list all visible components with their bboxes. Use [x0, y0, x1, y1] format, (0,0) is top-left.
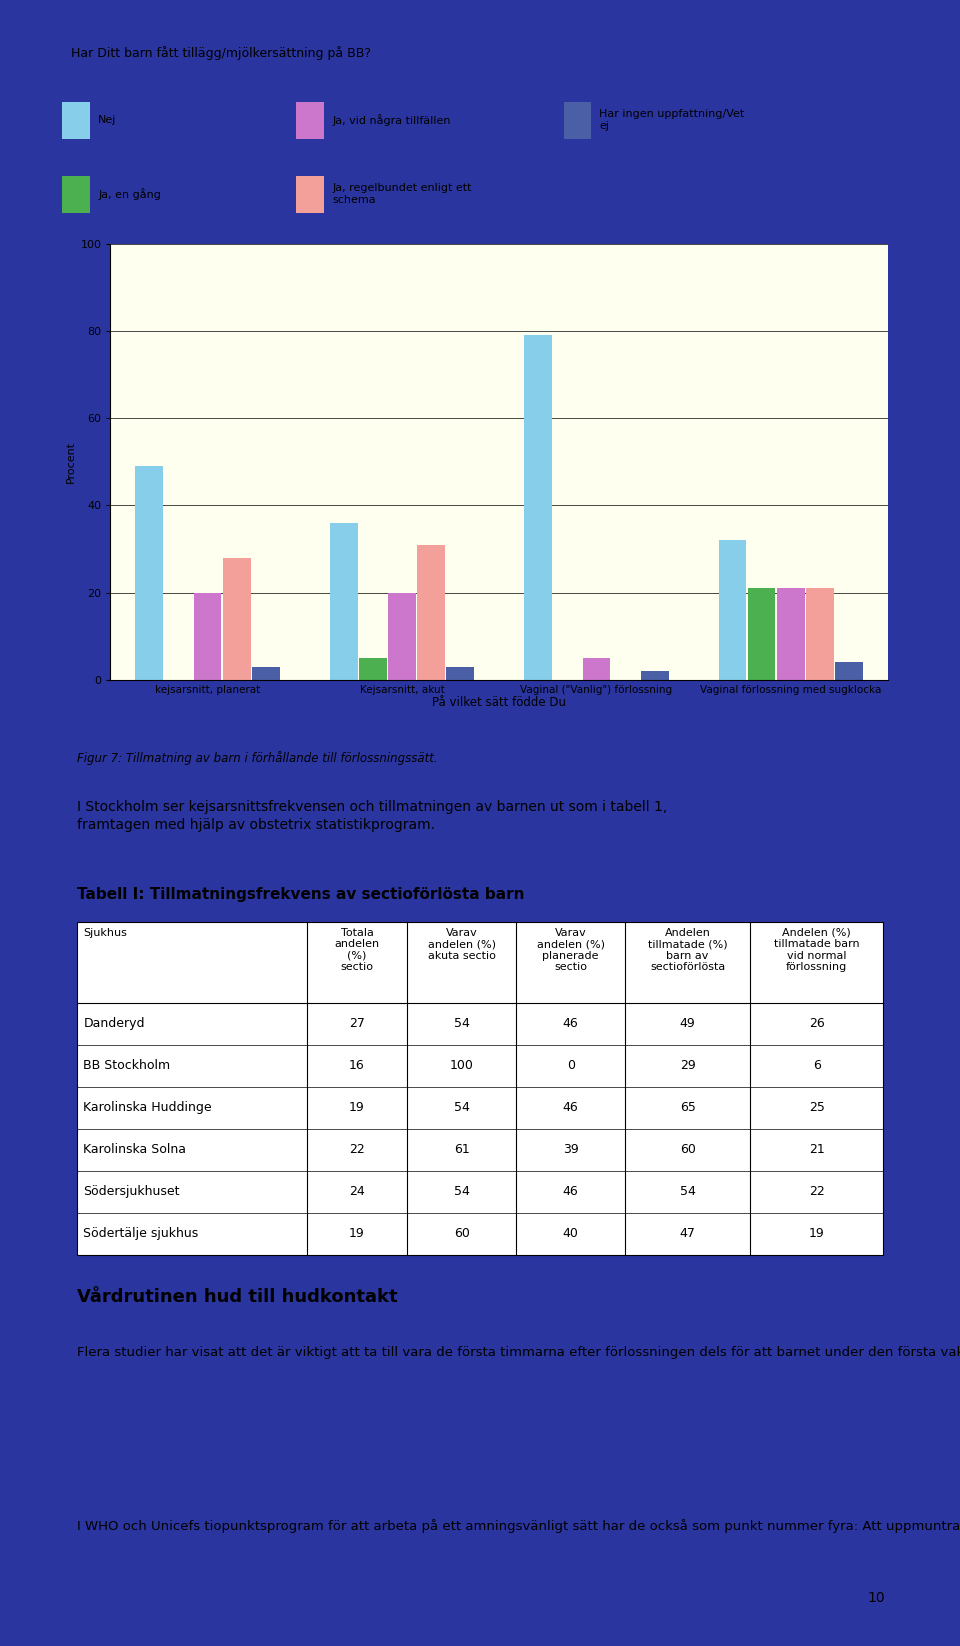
- Bar: [641, 672, 668, 680]
- Text: I Stockholm ser kejsarsnittsfrekvensen och tillmatningen av barnen ut som i tabe: I Stockholm ser kejsarsnittsfrekvensen o…: [77, 800, 667, 833]
- Bar: [719, 540, 746, 680]
- Text: 61: 61: [454, 1142, 469, 1155]
- Text: BB Stockholm: BB Stockholm: [84, 1060, 170, 1072]
- Text: Varav
andelen (%)
planerade
sectio: Varav andelen (%) planerade sectio: [537, 928, 605, 973]
- Bar: [388, 593, 416, 680]
- Text: 54: 54: [454, 1017, 469, 1030]
- Text: Karolinska Solna: Karolinska Solna: [84, 1142, 186, 1155]
- Text: 60: 60: [680, 1142, 696, 1155]
- Bar: [418, 545, 445, 680]
- Text: Ja, vid några tillfällen: Ja, vid några tillfällen: [332, 114, 450, 127]
- Bar: [62, 176, 90, 212]
- Text: 24: 24: [349, 1185, 365, 1198]
- Text: Andelen (%)
tillmatade barn
vid normal
förlossning: Andelen (%) tillmatade barn vid normal f…: [774, 928, 859, 973]
- Text: Har ingen uppfattning/Vet
ej: Har ingen uppfattning/Vet ej: [599, 109, 745, 132]
- Bar: [748, 588, 776, 680]
- Text: På vilket sätt födde Du: På vilket sätt födde Du: [432, 696, 566, 709]
- Text: 10: 10: [867, 1592, 885, 1605]
- Bar: [297, 102, 324, 138]
- Text: 46: 46: [563, 1017, 579, 1030]
- Text: Varav
andelen (%)
akuta sectio: Varav andelen (%) akuta sectio: [428, 928, 496, 961]
- Y-axis label: Procent: Procent: [66, 441, 76, 482]
- Text: Karolinska Huddinge: Karolinska Huddinge: [84, 1101, 212, 1114]
- Text: 49: 49: [680, 1017, 696, 1030]
- Bar: [359, 658, 387, 680]
- Bar: [194, 593, 222, 680]
- Text: 19: 19: [349, 1101, 365, 1114]
- Text: Danderyd: Danderyd: [84, 1017, 145, 1030]
- Bar: [297, 176, 324, 212]
- Bar: [524, 336, 552, 680]
- Bar: [564, 102, 591, 138]
- Text: 19: 19: [349, 1226, 365, 1239]
- Text: 21: 21: [808, 1142, 825, 1155]
- Text: Södersjukhuset: Södersjukhuset: [84, 1185, 180, 1198]
- Text: Sjukhus: Sjukhus: [84, 928, 127, 938]
- Text: Ja, en gång: Ja, en gång: [98, 188, 161, 201]
- Text: 100: 100: [450, 1060, 474, 1072]
- Bar: [223, 558, 251, 680]
- Text: Flera studier har visat att det är viktigt att ta till vara de första timmarna e: Flera studier har visat att det är vikti…: [77, 1345, 960, 1358]
- Text: 27: 27: [349, 1017, 365, 1030]
- Text: Södertälje sjukhus: Södertälje sjukhus: [84, 1226, 199, 1239]
- Text: Andelen
tillmatade (%)
barn av
sectioförlösta: Andelen tillmatade (%) barn av sectioför…: [648, 928, 728, 973]
- Text: Nej: Nej: [98, 115, 117, 125]
- Bar: [77, 922, 883, 1254]
- Text: 19: 19: [808, 1226, 825, 1239]
- Text: I WHO och Unicefs tiopunktsprogram för att arbeta på ett amningsvänligt sätt har: I WHO och Unicefs tiopunktsprogram för a…: [77, 1519, 960, 1534]
- Bar: [135, 466, 163, 680]
- Text: 22: 22: [349, 1142, 365, 1155]
- Text: 46: 46: [563, 1185, 579, 1198]
- Text: Vårdrutinen hud till hudkontakt: Vårdrutinen hud till hudkontakt: [77, 1287, 397, 1305]
- Bar: [62, 102, 90, 138]
- Text: 26: 26: [808, 1017, 825, 1030]
- Text: 6: 6: [813, 1060, 821, 1072]
- Text: 29: 29: [680, 1060, 696, 1072]
- Bar: [583, 658, 611, 680]
- Text: 54: 54: [454, 1185, 469, 1198]
- Text: Figur 7: Tillmatning av barn i förhållande till förlossningssätt.: Figur 7: Tillmatning av barn i förhållan…: [77, 751, 438, 765]
- Bar: [777, 588, 804, 680]
- Text: 0: 0: [566, 1060, 575, 1072]
- Text: 16: 16: [349, 1060, 365, 1072]
- Text: Ja, regelbundet enligt ett
schema: Ja, regelbundet enligt ett schema: [332, 183, 471, 206]
- Text: 22: 22: [808, 1185, 825, 1198]
- Text: 60: 60: [454, 1226, 469, 1239]
- Bar: [835, 662, 863, 680]
- Bar: [252, 667, 279, 680]
- Bar: [330, 523, 357, 680]
- Text: 47: 47: [680, 1226, 696, 1239]
- Text: 54: 54: [454, 1101, 469, 1114]
- Text: 39: 39: [563, 1142, 579, 1155]
- Text: Tabell I: Tillmatningsfrekvens av sectioförlösta barn: Tabell I: Tillmatningsfrekvens av sectio…: [77, 887, 524, 902]
- Text: Totala
andelen
(%)
sectio: Totala andelen (%) sectio: [334, 928, 379, 973]
- Bar: [806, 588, 834, 680]
- Text: 65: 65: [680, 1101, 696, 1114]
- Bar: [446, 667, 474, 680]
- Text: Har Ditt barn fått tillägg/mjölkersättning på BB?: Har Ditt barn fått tillägg/mjölkersättni…: [71, 46, 371, 59]
- Text: 40: 40: [563, 1226, 579, 1239]
- Text: 46: 46: [563, 1101, 579, 1114]
- Text: 54: 54: [680, 1185, 696, 1198]
- Text: 25: 25: [808, 1101, 825, 1114]
